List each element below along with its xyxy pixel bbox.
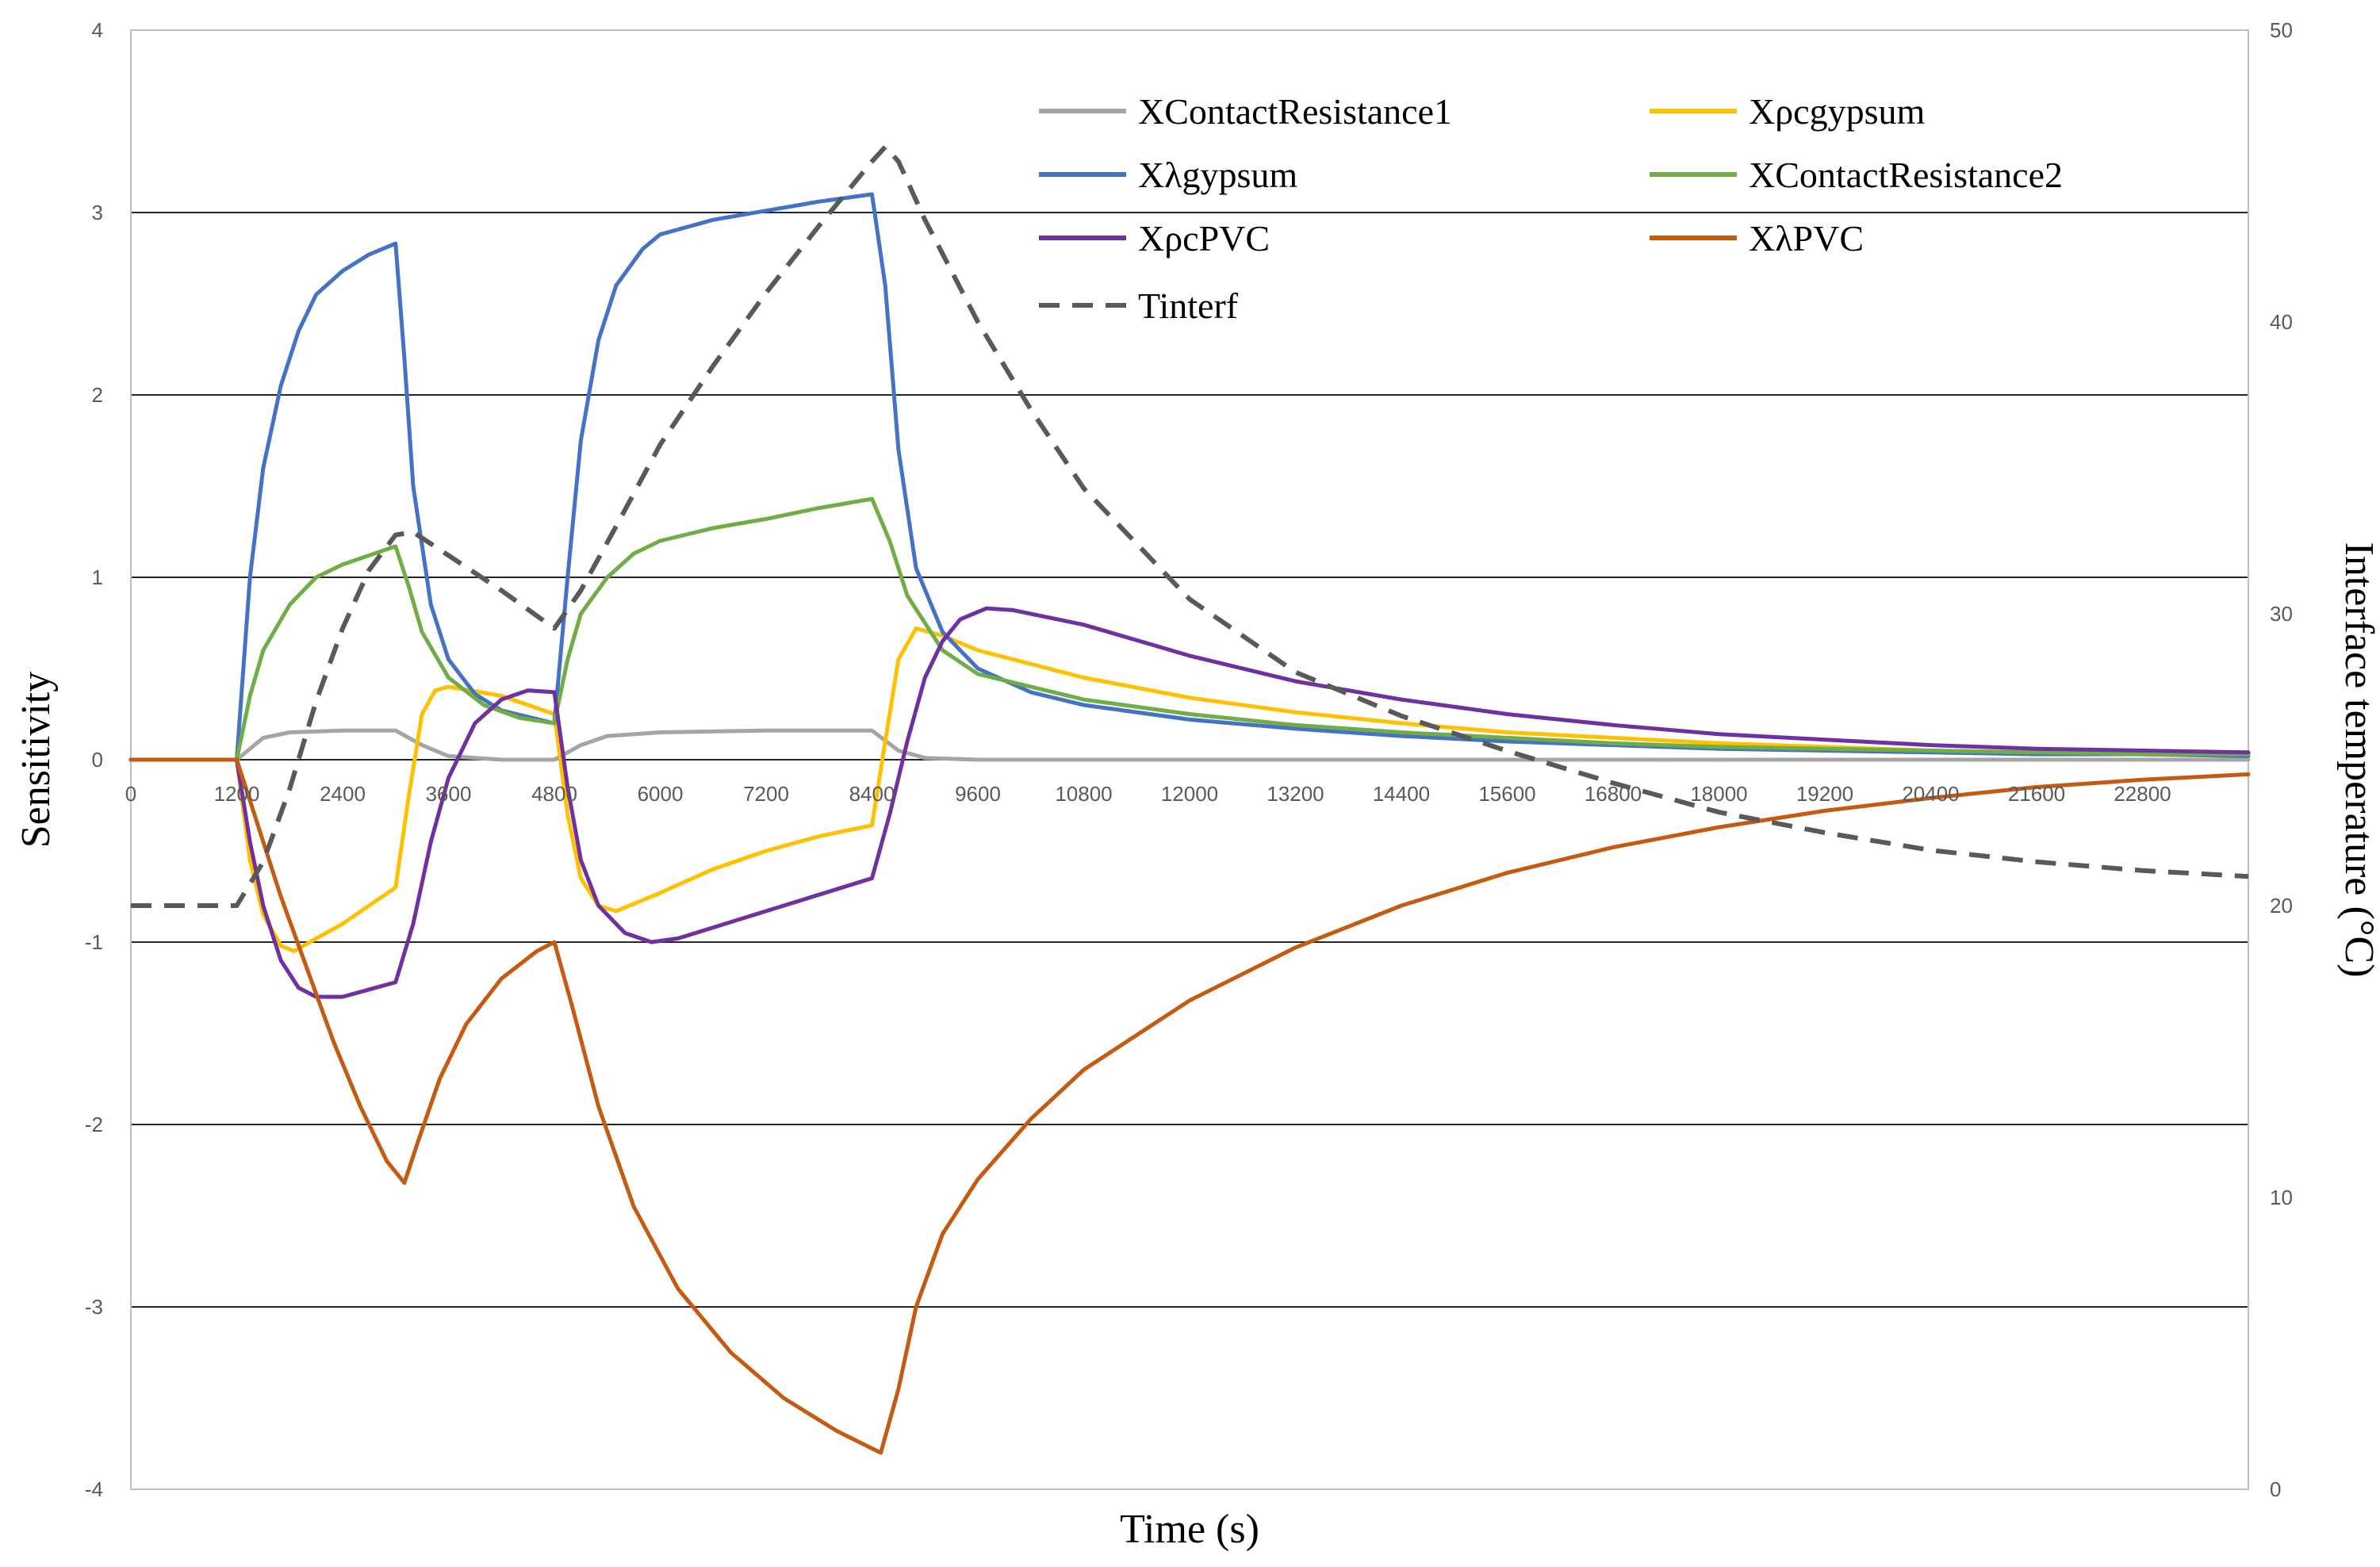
y-tick-label: -4 xyxy=(85,1477,103,1501)
legend-label: Xρcgypsum xyxy=(1749,91,1925,132)
x-tick-label: 8400 xyxy=(849,782,895,806)
legend-label: Tinterf xyxy=(1138,285,1239,326)
y-tick-label: 3 xyxy=(92,201,103,224)
y-tick-label: -1 xyxy=(85,930,103,954)
x-tick-label: 12000 xyxy=(1161,782,1218,806)
y-axis-title: Sensitivity xyxy=(13,672,59,848)
x-tick-label: 18000 xyxy=(1690,782,1747,806)
legend: XContactResistance1 Xρcgypsum Xλgypsum XCon… xyxy=(1039,91,2063,326)
y-tick-label: 1 xyxy=(92,565,103,589)
series-line-x-cpvc xyxy=(128,606,2251,999)
x-tick-label: 16800 xyxy=(1585,782,1642,806)
y-tick-label: -2 xyxy=(85,1113,103,1136)
x-tick-label: 19200 xyxy=(1796,782,1853,806)
x-tick-label: 15600 xyxy=(1478,782,1535,806)
y-tick-label: 2 xyxy=(92,383,103,407)
series-line-xcontactresistance1 xyxy=(128,728,2251,762)
y-tick-label: 4 xyxy=(92,18,103,42)
x-tick-label: 20400 xyxy=(1902,782,1959,806)
legend-label: XλPVC xyxy=(1749,218,1864,259)
x-tick-label: 0 xyxy=(125,782,136,806)
series-line-x-pvc xyxy=(128,757,2251,1455)
x-tick-label: 2400 xyxy=(320,782,366,806)
x-tick-label: 22800 xyxy=(2114,782,2171,806)
y2-axis-ticks: 0 10 20 30 40 50 xyxy=(2270,18,2293,1501)
x-tick-label: 13200 xyxy=(1267,782,1324,806)
y2-axis-title: Interface temperature (°C) xyxy=(2336,542,2380,977)
y2-tick-label: 0 xyxy=(2270,1477,2281,1501)
series-line-x-cgypsum xyxy=(128,626,2251,953)
series-line-x-gypsum xyxy=(128,192,2251,762)
x-tick-label: 7200 xyxy=(743,782,789,806)
x-tick-label: 21600 xyxy=(2008,782,2065,806)
y-tick-label: -3 xyxy=(85,1295,103,1319)
x-axis-title: Time (s) xyxy=(1120,1507,1259,1552)
y-axis-ticks: -4 -3 -2 -1 0 1 2 3 4 xyxy=(85,18,103,1501)
series-lines xyxy=(128,144,2251,1455)
x-tick-label: 10800 xyxy=(1055,782,1112,806)
x-tick-label: 6000 xyxy=(638,782,684,806)
legend-label: XContactResistance1 xyxy=(1138,91,1452,132)
legend-label: XContactResistance2 xyxy=(1749,155,2063,195)
y2-tick-label: 50 xyxy=(2270,18,2293,42)
x-tick-label: 14400 xyxy=(1373,782,1430,806)
x-axis-ticks: 0 1200 2400 3600 4800 6000 7200 8400 9600 10800 12… xyxy=(125,782,2171,806)
x-tick-label: 9600 xyxy=(955,782,1001,806)
y2-tick-label: 10 xyxy=(2270,1186,2293,1209)
x-tick-label: 1200 xyxy=(214,782,260,806)
x-tick-label: 4800 xyxy=(531,782,577,806)
y2-tick-label: 20 xyxy=(2270,894,2293,918)
series-line-xcontactresistance2 xyxy=(128,496,2251,762)
y2-tick-label: 30 xyxy=(2270,602,2293,626)
x-tick-label: 3600 xyxy=(426,782,472,806)
y-tick-label: 0 xyxy=(92,748,103,772)
legend-label: Xλgypsum xyxy=(1138,155,1297,195)
y2-tick-label: 40 xyxy=(2270,310,2293,334)
legend-label: XρcPVC xyxy=(1138,218,1270,259)
